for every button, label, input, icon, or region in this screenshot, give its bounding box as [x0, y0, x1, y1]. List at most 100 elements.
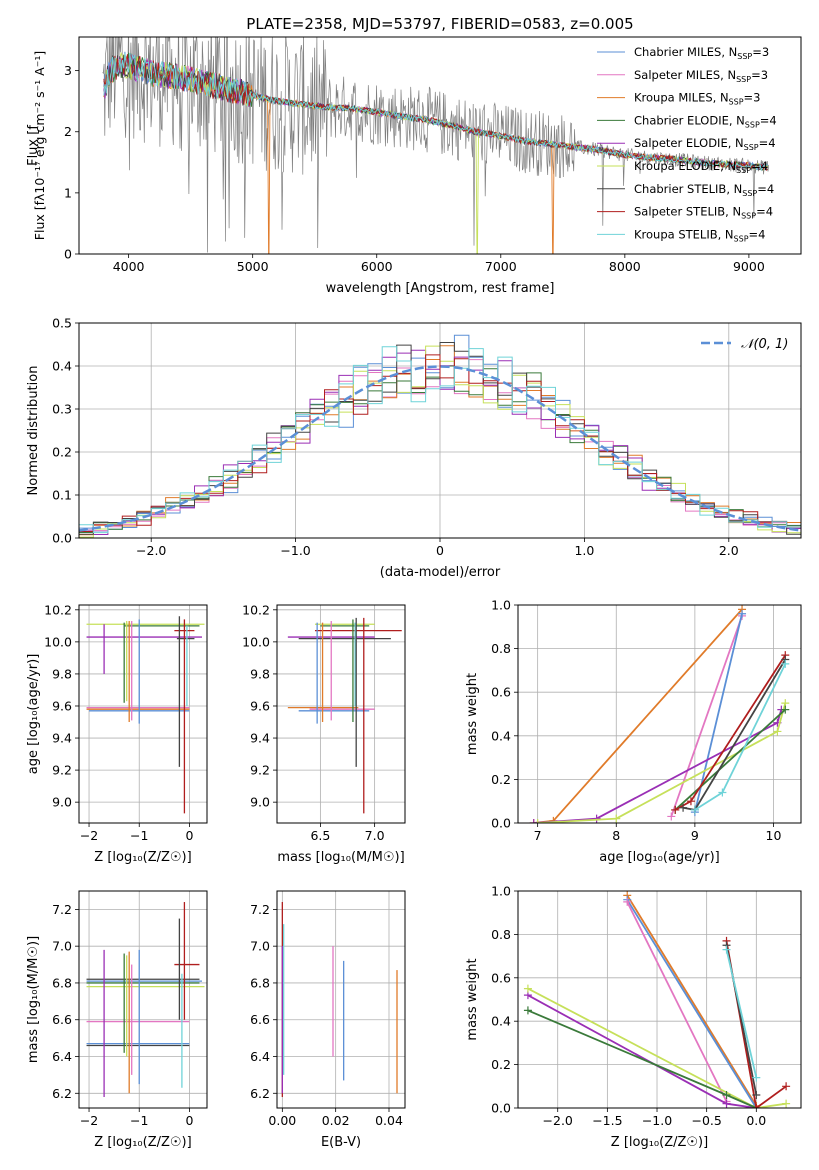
figure-title: PLATE=2358, MJD=53797, FIBERID=0583, z=0… — [246, 15, 633, 33]
y-tick-label: 10.2 — [242, 602, 270, 617]
y-tick-label: 6.8 — [250, 975, 270, 990]
x-tick-label: 4000 — [113, 259, 145, 274]
legend-subscript: SSP — [737, 52, 752, 61]
x-tick-label: 8000 — [609, 259, 641, 274]
legend-subscript: SSP — [734, 234, 749, 243]
data-point — [752, 1090, 761, 1099]
x-tick-label: 10 — [766, 828, 782, 843]
data-point — [781, 705, 790, 714]
y-axis-label: age [log₁₀(age/yr)] — [26, 654, 41, 775]
legend-entry: Kroupa MILES, NSSP=3 — [634, 91, 760, 107]
legend-entry: Chabrier STELIB, NSSP=4 — [634, 182, 774, 198]
y-axis-label: mass weight — [465, 958, 480, 1040]
histogram-kroupa-stelib — [79, 346, 801, 534]
y-tick-label: 10.0 — [242, 634, 270, 649]
y-tick-label: 9.4 — [52, 731, 72, 746]
x-tick-label: −1 — [130, 1113, 148, 1128]
data-point — [782, 1082, 791, 1091]
legend-entry: Kroupa ELODIE, NSSP=4 — [634, 159, 768, 175]
legend-entry: Kroupa STELIB, NSSP=4 — [634, 227, 765, 243]
y-tick-label: 0.0 — [52, 531, 72, 546]
legend-nssp: =3 — [751, 68, 768, 82]
y-tick-label: 0.4 — [52, 359, 72, 374]
y-tick-label: 0.6 — [491, 970, 511, 985]
data-point — [679, 803, 688, 812]
plot-area — [86, 616, 205, 814]
axes-frame — [517, 604, 802, 824]
legend-subscript: SSP — [741, 212, 756, 221]
series-line-kroupa-stelib — [725, 949, 758, 1078]
y-tick-label: 0.6 — [491, 685, 511, 700]
y-tick-label: 2 — [64, 124, 72, 139]
x-tick-label: −2 — [80, 1113, 98, 1128]
x-tick-label: −2 — [80, 828, 98, 843]
legend-entry: Salpeter STELIB, NSSP=4 — [634, 205, 773, 221]
y-axis-label: mass [log₁₀(M/M☉)] — [26, 936, 41, 1063]
y-tick-label: 6.6 — [250, 1012, 270, 1027]
series-line-chabrier-miles — [694, 613, 743, 813]
x-axis-label: mass [log₁₀(M/M☉)] — [277, 850, 404, 865]
x-tick-label: 2.0 — [719, 543, 739, 558]
y-axis-label: mass weight — [465, 673, 480, 755]
series-line-salpeter-miles — [626, 901, 728, 1102]
axes-frame — [78, 604, 208, 824]
x-tick-label: 7000 — [485, 259, 517, 274]
data-point — [523, 984, 532, 993]
legend-entry: 𝒩(0, 1) — [741, 337, 788, 352]
x-tick-label: 8 — [612, 828, 620, 843]
y-tick-label: 0.2 — [52, 445, 72, 460]
y-tick-label: 9.4 — [250, 731, 270, 746]
data-point — [667, 812, 676, 821]
y-tick-label: 9.2 — [52, 763, 72, 778]
axes-frame — [517, 890, 802, 1109]
age-vs-mass-panel: 6.5 7.0 9.0 9.2 9.4 9.6 9.8 10.0 10.2 mass [log₁₀… — [242, 602, 406, 865]
data-point — [623, 897, 632, 906]
plot-area — [529, 605, 790, 823]
y-tick-label: 6.8 — [52, 975, 72, 990]
x-tick-label: −1.5 — [592, 1113, 622, 1128]
legend-subscript: SSP — [742, 189, 757, 198]
data-point — [529, 819, 538, 823]
data-point — [752, 1073, 761, 1082]
legend-subscript: SSP — [745, 120, 760, 129]
plot-area — [523, 891, 791, 1108]
x-tick-label: −2.0 — [136, 543, 166, 558]
x-tick-label: −0.5 — [691, 1113, 721, 1128]
model-spectrum-chabrier-stelib — [103, 54, 768, 171]
y-tick-label: 0.3 — [52, 402, 72, 417]
y-tick-label: 0 — [64, 247, 72, 262]
x-tick-label: 0.0 — [746, 1113, 766, 1128]
y-tick-label: 6.4 — [52, 1049, 72, 1064]
y-tick-label: 0.2 — [491, 772, 511, 787]
y-tick-label: 7.2 — [250, 902, 270, 917]
legend-nssp: =4 — [760, 113, 777, 127]
legend-entry: Chabrier MILES, NSSP=3 — [634, 45, 769, 61]
y-tick-label: 3 — [64, 63, 72, 78]
y-tick-label: 6.2 — [52, 1086, 72, 1101]
x-tick-label: 7 — [534, 828, 542, 843]
y-tick-label: 6.4 — [250, 1049, 270, 1064]
legend-nssp: =4 — [756, 205, 773, 219]
x-tick-label: 7.0 — [365, 828, 385, 843]
x-axis-label: E(B-V) — [321, 1135, 361, 1150]
y-tick-label: 0.5 — [52, 316, 72, 331]
data-point — [752, 1104, 761, 1108]
x-axis-label: (data-model)/error — [380, 565, 501, 580]
x-axis-label: wavelength [Angstrom, rest frame] — [326, 281, 555, 296]
plot-area — [281, 902, 398, 1097]
legend-entry: Salpeter ELODIE, NSSP=4 — [634, 136, 776, 152]
x-tick-label: 0 — [436, 543, 444, 558]
y-tick-label: 9.8 — [250, 666, 270, 681]
series-line-chabrier-elodie — [527, 1009, 757, 1108]
data-point — [533, 819, 542, 823]
x-axis-label: Z [log₁₀(Z/Z☉)] — [94, 1135, 191, 1150]
legend-nssp: =4 — [751, 159, 768, 173]
x-tick-label: 0.02 — [322, 1113, 350, 1128]
x-tick-label: −2.0 — [543, 1113, 573, 1128]
legend-nssp: =3 — [752, 45, 769, 59]
x-axis-label: age [log₁₀(age/yr)] — [599, 850, 720, 865]
residuals-panel: −2.0 −1.0 0 1.0 2.0 0.0 0.1 0.2 0.3 0.4 0.5 (data-m… — [26, 316, 802, 580]
x-tick-label: 0 — [185, 1113, 193, 1128]
y-tick-label: 0.8 — [491, 641, 511, 656]
